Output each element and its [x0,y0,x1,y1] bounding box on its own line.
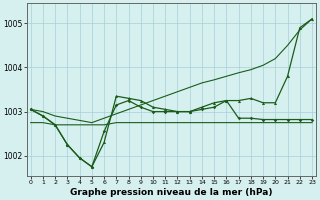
X-axis label: Graphe pression niveau de la mer (hPa): Graphe pression niveau de la mer (hPa) [70,188,273,197]
